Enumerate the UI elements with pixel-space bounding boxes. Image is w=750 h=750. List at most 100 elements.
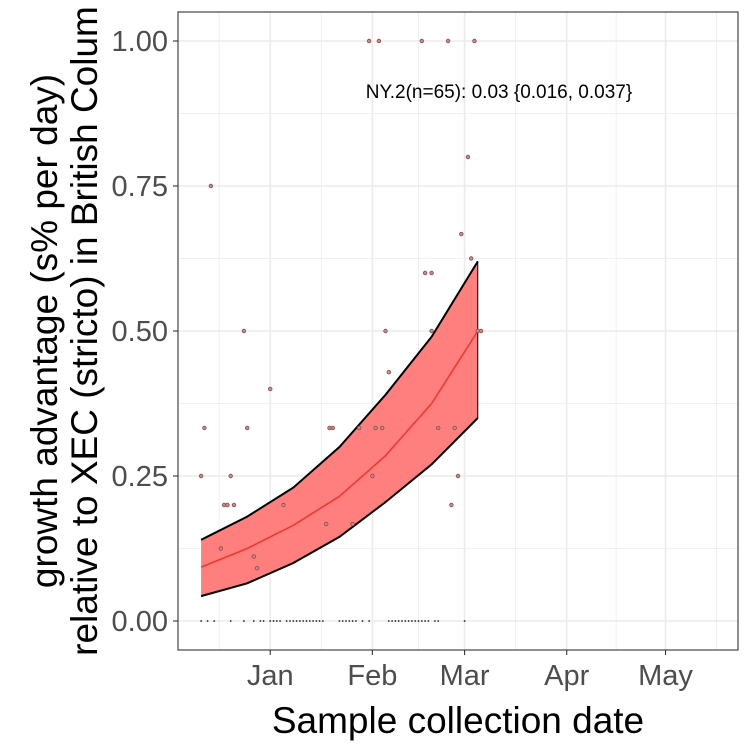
data-point	[436, 425, 441, 431]
data-point	[397, 620, 400, 622]
data-point	[268, 386, 273, 392]
data-point	[366, 38, 372, 44]
data-point	[275, 620, 278, 622]
x-tick-label: Mar	[440, 660, 490, 692]
data-point	[324, 521, 329, 527]
data-point	[404, 620, 407, 622]
x-tick-label: May	[638, 660, 693, 692]
data-point	[417, 620, 420, 622]
data-point	[472, 38, 477, 44]
y-axis: 0.00 0.25 0.50 0.75 1.00	[112, 26, 178, 638]
data-point	[407, 620, 410, 622]
y-tick-label: 0.50	[112, 316, 168, 348]
x-axis-label: Sample collection date	[272, 700, 644, 741]
data-point	[252, 620, 255, 622]
data-point	[206, 620, 209, 622]
data-point	[459, 231, 464, 237]
data-point	[200, 620, 203, 622]
x-tick-label: Apr	[544, 660, 589, 692]
data-point	[383, 328, 388, 334]
data-point	[386, 370, 391, 375]
x-axis: Jan Feb Mar Apr May	[247, 650, 693, 692]
data-point	[228, 473, 233, 479]
data-point	[357, 425, 362, 431]
data-point	[338, 620, 341, 622]
y-axis-label-line-1: growth advantage (s% per day)	[24, 74, 65, 588]
data-point	[315, 620, 318, 622]
data-point	[394, 620, 397, 622]
lower-bound-line	[200, 417, 479, 598]
data-point	[225, 502, 230, 508]
data-point	[299, 620, 301, 622]
data-point	[241, 328, 247, 334]
data-point	[322, 620, 324, 622]
fit-annotation: NY.2(n=65): 0.03 {0.016, 0.037}	[366, 82, 632, 103]
data-point	[351, 620, 354, 622]
data-point	[422, 270, 428, 276]
data-point	[218, 546, 223, 551]
data-point	[469, 256, 474, 261]
data-point	[269, 620, 272, 622]
data-point	[254, 566, 260, 571]
y-axis-label-line-2: relative to XEC (stricto) in British Col…	[64, 6, 105, 656]
data-point	[424, 620, 426, 622]
grid-lines	[178, 12, 738, 650]
data-point	[401, 620, 403, 622]
data-point	[445, 38, 451, 44]
data-point	[292, 620, 295, 622]
confidence-band	[200, 260, 479, 598]
data-point	[452, 425, 457, 431]
data-point	[429, 328, 434, 334]
data-point	[285, 620, 288, 622]
y-tick-label: 1.00	[112, 26, 168, 58]
x-tick-label: Jan	[247, 660, 294, 692]
data-point	[455, 473, 461, 479]
data-point	[302, 620, 305, 622]
data-point	[434, 620, 436, 622]
data-point	[251, 554, 256, 559]
y-axis-label: growth advantage (s% per day) relative t…	[24, 6, 105, 656]
data-point	[361, 620, 364, 622]
data-point	[213, 620, 216, 622]
y-tick-label: 0.75	[112, 171, 168, 203]
data-point	[281, 502, 286, 508]
data-point	[419, 38, 424, 44]
y-tick-label: 0.25	[112, 461, 168, 493]
data-point	[370, 473, 375, 479]
data-point	[376, 38, 382, 44]
data-point	[411, 620, 413, 622]
data-point	[420, 620, 423, 622]
data-point	[449, 502, 454, 508]
data-point	[350, 521, 355, 527]
data-point	[289, 620, 291, 622]
data-points	[198, 38, 484, 622]
y-tick-label: 0.00	[112, 606, 168, 638]
data-point	[308, 620, 311, 622]
data-point	[348, 620, 351, 622]
data-point	[387, 620, 390, 622]
data-point	[437, 620, 440, 622]
data-point	[380, 425, 385, 431]
data-point	[463, 620, 466, 622]
data-point	[202, 425, 207, 431]
data-point	[330, 425, 335, 431]
data-point	[345, 620, 347, 622]
data-point	[341, 620, 344, 622]
data-point	[368, 620, 370, 622]
data-point	[279, 620, 281, 622]
data-point	[429, 270, 434, 276]
data-point	[318, 620, 321, 622]
data-point	[391, 620, 393, 622]
data-point	[355, 620, 357, 622]
data-point	[478, 328, 484, 334]
data-point	[243, 620, 245, 622]
data-point	[244, 425, 250, 431]
data-point	[414, 620, 417, 622]
data-point	[262, 620, 265, 622]
data-point	[198, 473, 204, 479]
data-point	[305, 620, 308, 622]
data-point	[427, 620, 430, 622]
fit-line	[200, 330, 479, 568]
data-point	[229, 620, 232, 622]
